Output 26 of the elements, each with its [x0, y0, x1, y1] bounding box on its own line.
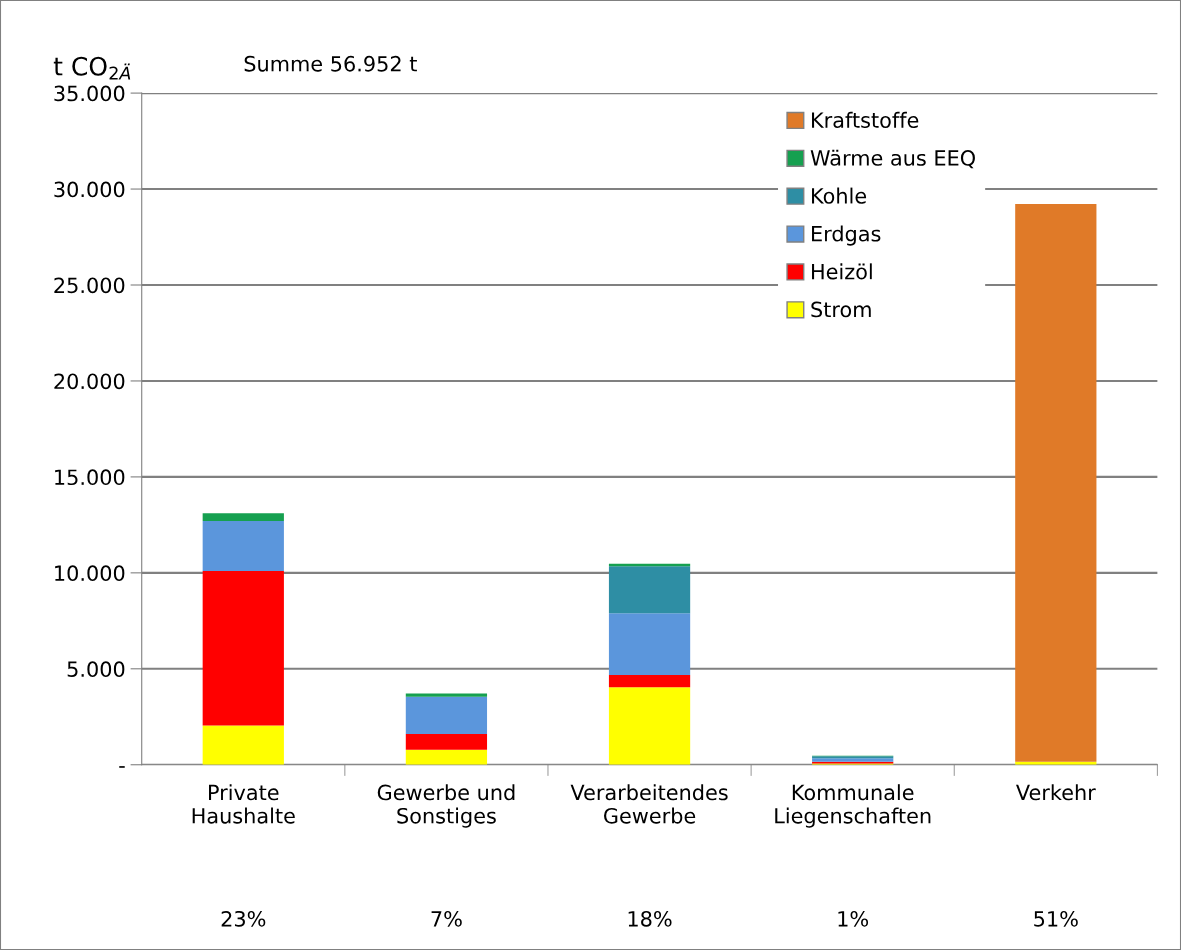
x-tick-label: Verarbeitendes Gewerbe: [570, 784, 728, 824]
y-tick-label: 30.000: [54, 181, 125, 198]
legend-label: Heizöl: [812, 263, 872, 280]
legend-label: Kohle: [812, 187, 867, 204]
y-tick-label: 25.000: [54, 277, 125, 294]
legend-label: Strom: [811, 301, 871, 318]
y-tick-label: 15.000: [55, 469, 125, 486]
x-tick-label: Gewerbe und Sonstiges: [377, 784, 515, 828]
legend-label: Erdgas: [812, 225, 881, 246]
text: 1%: [838, 910, 869, 927]
legend-label: Kraftstoffe: [812, 111, 919, 128]
x-tick-label: Private Haushalte: [192, 784, 295, 824]
x-tick-label: Verkehr: [1016, 784, 1096, 801]
y-tick-label: 10.000: [55, 565, 125, 582]
chart-title: Summe 56.952 t: [244, 55, 417, 72]
legend-label: Wärme aus EEQ: [810, 149, 975, 169]
text: 23%: [221, 910, 266, 927]
text: 18%: [628, 910, 672, 927]
y-axis-title: t CO$_{2Ä}$: [53, 56, 131, 80]
x-tick-label: Kommunale Liegenschaften: [775, 784, 931, 828]
y-tick-label: 35.000: [54, 85, 125, 102]
text: 51%: [1034, 910, 1078, 927]
text: 7%: [431, 910, 462, 927]
y-tick-label: 5.000: [67, 661, 125, 678]
y-tick-label: -: [119, 766, 125, 768]
y-tick-label: 20.000: [54, 373, 125, 390]
